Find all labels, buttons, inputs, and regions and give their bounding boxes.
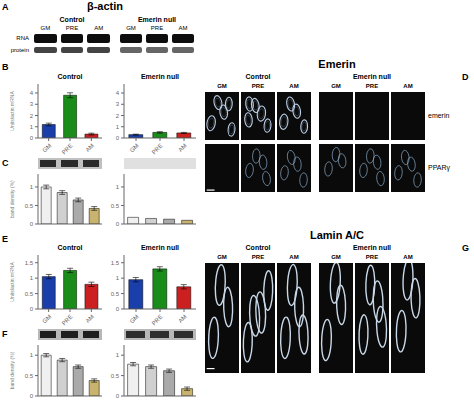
- html-text:PRE: PRE: [365, 83, 379, 89]
- svg-text:3: 3: [30, 101, 34, 107]
- html-text:Emerin: Emerin: [318, 58, 356, 70]
- html-text:Control: Control: [57, 244, 83, 251]
- svg-text:1: 1: [30, 124, 34, 130]
- svg-text:0.5: 0.5: [111, 203, 120, 209]
- svg-text:3: 3: [116, 101, 120, 107]
- svg-text:GM: GM: [41, 313, 52, 324]
- svg-text:0: 0: [116, 306, 120, 312]
- svg-text:0.5: 0.5: [25, 291, 34, 297]
- html-text:GM: GM: [126, 25, 136, 31]
- svg-text:4: 4: [30, 90, 34, 96]
- html-text:PRE: PRE: [65, 25, 79, 31]
- svg-text:band density (%): band density (%): [10, 180, 15, 218]
- svg-text:0.5: 0.5: [111, 373, 120, 379]
- html-text:PRE: PRE: [251, 83, 265, 89]
- svg-text:1: 1: [116, 352, 120, 358]
- svg-text:PRE: PRE: [151, 313, 164, 326]
- svg-text:PRE: PRE: [61, 142, 74, 155]
- html-text:β-actin: β-actin: [87, 0, 123, 12]
- html-text:AM: AM: [403, 254, 413, 260]
- html-text:RNA: RNA: [16, 35, 29, 41]
- html-text:AM: AM: [178, 25, 188, 31]
- html-text:GM: GM: [331, 254, 341, 260]
- svg-text:AM: AM: [177, 142, 188, 153]
- svg-text:GM: GM: [129, 142, 140, 153]
- svg-text:2: 2: [30, 113, 34, 119]
- html-text:AM: AM: [403, 83, 413, 89]
- svg-text:PRE: PRE: [151, 142, 164, 155]
- svg-text:0: 0: [116, 221, 120, 227]
- html-text:E: E: [2, 234, 8, 244]
- html-text:GM: GM: [217, 83, 227, 89]
- html-text:protein: protein: [10, 47, 29, 53]
- svg-text:0: 0: [30, 393, 34, 399]
- html-text:PRE: PRE: [150, 25, 164, 31]
- html-text:GM: GM: [217, 254, 227, 260]
- html-text:Emerin null: Emerin null: [352, 73, 392, 80]
- svg-text:0: 0: [30, 221, 34, 227]
- html-text:Control: Control: [245, 73, 271, 80]
- svg-text:1.5: 1.5: [25, 260, 34, 266]
- svg-text:1: 1: [116, 124, 120, 130]
- html-text:Control: Control: [59, 16, 85, 23]
- html-text:AM: AM: [289, 254, 299, 260]
- html-text:Emerin null: Emerin null: [137, 16, 177, 23]
- html-text:AM: AM: [289, 83, 299, 89]
- svg-text:PRE: PRE: [61, 313, 74, 326]
- html-text:A: A: [2, 2, 9, 12]
- svg-text:GM: GM: [129, 313, 140, 324]
- svg-text:AM: AM: [84, 313, 95, 324]
- html-text:GM: GM: [331, 83, 341, 89]
- svg-text:0: 0: [116, 135, 120, 141]
- svg-text:AM: AM: [84, 142, 95, 153]
- svg-text:band density (%): band density (%): [10, 351, 15, 389]
- svg-text:1: 1: [30, 184, 34, 190]
- html-text:F: F: [2, 329, 8, 339]
- html-text:Control: Control: [57, 73, 83, 80]
- html-text:GM: GM: [40, 25, 51, 31]
- svg-text:AM: AM: [177, 313, 188, 324]
- html-text:D: D: [462, 72, 469, 82]
- html-text:Emerin null: Emerin null: [140, 244, 180, 251]
- html-text:Lamin A/C: Lamin A/C: [310, 229, 364, 241]
- html-text:Emerin null: Emerin null: [352, 244, 392, 251]
- svg-text:0: 0: [116, 393, 120, 399]
- svg-text:0: 0: [30, 135, 34, 141]
- html-text:G: G: [462, 243, 469, 253]
- svg-text:0: 0: [30, 306, 34, 312]
- svg-text:1: 1: [30, 275, 34, 281]
- svg-text:0.5: 0.5: [111, 291, 120, 297]
- svg-text:1: 1: [116, 184, 120, 190]
- svg-text:0.5: 0.5: [25, 203, 34, 209]
- html-text:PRE: PRE: [251, 254, 265, 260]
- html-text:Emerin null: Emerin null: [140, 73, 180, 80]
- svg-text:0.5: 0.5: [25, 373, 34, 379]
- html-text:PPARγ: PPARγ: [428, 164, 450, 171]
- html-text:emerin: emerin: [428, 112, 450, 119]
- svg-text:2: 2: [116, 113, 120, 119]
- svg-text:GM: GM: [41, 142, 52, 153]
- svg-text:Units/actin mRNA: Units/actin mRNA: [10, 262, 15, 302]
- svg-text:1: 1: [116, 275, 120, 281]
- html-text:AM: AM: [94, 25, 104, 31]
- svg-text:1: 1: [30, 352, 34, 358]
- svg-text:4: 4: [116, 90, 120, 96]
- html-text:B: B: [2, 62, 9, 72]
- html-text:PRE: PRE: [365, 254, 379, 260]
- svg-text:1.5: 1.5: [111, 260, 120, 266]
- svg-text:Units/actin mRNA: Units/actin mRNA: [10, 91, 15, 131]
- html-text:C: C: [2, 158, 9, 168]
- html-text:Control: Control: [245, 244, 271, 251]
